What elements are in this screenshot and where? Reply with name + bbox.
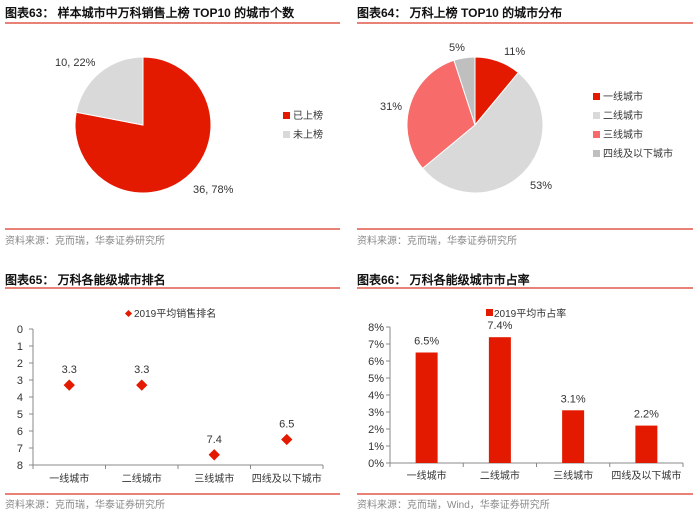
y-tick-label: 1 — [17, 341, 23, 353]
y-tick-label: 6% — [368, 356, 384, 368]
data-label: 3.1% — [561, 393, 586, 405]
legend: 2019平均销售排名 — [124, 307, 216, 320]
x-tick-label: 四线及以下城市 — [611, 469, 681, 482]
y-tick-label: 1% — [368, 441, 384, 453]
pie-chart — [406, 56, 544, 194]
scatter-plot: 0 1 2 3 4 5 6 7 8 3.3 一线城市 3.3 二线城市 7.4 三线城市 6.5 四线及以下城市 — [17, 324, 324, 485]
data-point — [208, 449, 220, 461]
pie-slice — [421, 71, 544, 194]
data-label: 7.4% — [487, 320, 512, 332]
y-tick-label: 3 — [17, 375, 23, 387]
data-label: 3.3 — [62, 364, 77, 376]
data-point — [136, 379, 148, 391]
y-tick-label: 7 — [17, 443, 23, 455]
legend-swatch — [593, 93, 600, 100]
bar-chart: 0% 1% 2% 3% 4% 5% 6% 7% 8% 6.5% 一线城市 7.4% 二线城市 3.1% 三线… — [368, 320, 684, 482]
x-tick-label: 四线及以下城市 — [252, 472, 322, 485]
legend-label: 未上榜 — [293, 128, 323, 141]
y-tick-label: 8% — [368, 322, 384, 334]
slice-label: 53% — [530, 180, 552, 192]
y-tick-label: 6 — [17, 426, 23, 438]
source-note: 资料来源：克而瑞，华泰证券研究所 — [5, 234, 165, 247]
x-tick-label: 三线城市 — [194, 472, 234, 485]
data-point — [281, 433, 293, 446]
chart-title: 图表63： 样本城市中万科销售上榜 TOP10 的城市个数 — [5, 5, 295, 20]
legend-label: 三线城市 — [603, 128, 643, 141]
y-tick-label: 8 — [17, 460, 23, 472]
x-tick-label: 二线城市 — [122, 472, 162, 485]
legend-label: 2019平均市占率 — [494, 307, 566, 320]
legend-label: 2019平均销售排名 — [134, 307, 216, 320]
legend-label: 四线及以下城市 — [603, 147, 673, 160]
panel-chart-64: 图表64： 万科上榜 TOP10 的城市分布 11% 53% 31% 5% 一线… — [357, 5, 693, 247]
legend-swatch — [593, 112, 600, 119]
chart-title: 图表65： 万科各能级城市排名 — [5, 272, 166, 287]
x-tick-label: 二线城市 — [480, 469, 520, 482]
panel-chart-65: 图表65： 万科各能级城市排名 2019平均销售排名 0 1 2 3 4 5 6 7 8 3.3 一… — [5, 272, 340, 511]
chart-title: 图表66： 万科各能级城市市占率 — [357, 272, 530, 287]
bar — [488, 337, 511, 463]
legend-label: 二线城市 — [603, 109, 643, 122]
y-tick-label: 0 — [17, 324, 23, 336]
slice-label: 10, 22% — [55, 57, 96, 69]
chart-title: 图表64： 万科上榜 TOP10 的城市分布 — [357, 5, 562, 20]
y-tick-label: 2 — [17, 358, 23, 370]
legend: 2019平均市占率 — [486, 307, 566, 320]
bar — [635, 425, 658, 463]
data-label: 6.5% — [414, 336, 439, 348]
y-tick-label: 4% — [368, 390, 384, 402]
bar — [562, 410, 585, 463]
slice-label: 36, 78% — [193, 184, 234, 196]
pie-slice — [75, 56, 144, 126]
y-tick-label: 4 — [17, 392, 23, 404]
pie-chart — [74, 56, 212, 194]
y-tick-label: 2% — [368, 424, 384, 436]
y-tick-label: 5 — [17, 409, 23, 421]
data-label: 2.2% — [634, 409, 659, 421]
x-tick-label: 一线城市 — [407, 469, 447, 482]
y-tick-label: 0% — [368, 458, 384, 470]
legend-label: 一线城市 — [603, 90, 643, 103]
legend-swatch — [283, 131, 290, 138]
legend-marker — [486, 309, 493, 316]
panel-chart-66: 图表66： 万科各能级城市市占率 2019平均市占率 0% 1% 2% 3% 4% 5% 6… — [357, 272, 693, 511]
x-tick-label: 一线城市 — [49, 472, 89, 485]
data-label: 6.5 — [279, 419, 294, 431]
y-tick-label: 3% — [368, 407, 384, 419]
data-label: 7.4 — [207, 434, 222, 446]
panel-chart-63: 图表63： 样本城市中万科销售上榜 TOP10 的城市个数 10, 22% 36… — [5, 5, 340, 247]
y-tick-label: 5% — [368, 373, 384, 385]
legend-swatch — [283, 112, 290, 119]
source-note: 资料来源：克而瑞，华泰证券研究所 — [357, 234, 517, 247]
data-point — [63, 379, 75, 391]
x-tick-label: 三线城市 — [553, 469, 593, 482]
source-note: 资料来源：克而瑞，Wind，华泰证券研究所 — [357, 498, 550, 511]
slice-label: 5% — [449, 42, 465, 54]
legend-marker — [124, 309, 133, 318]
legend-label: 已上榜 — [293, 109, 323, 122]
pie-slice — [74, 56, 212, 194]
source-note: 资料来源：克而瑞，华泰证券研究所 — [5, 498, 165, 511]
y-tick-label: 7% — [368, 339, 384, 351]
legend-swatch — [593, 150, 600, 157]
pie-slice — [453, 56, 476, 126]
slice-label: 11% — [504, 46, 525, 58]
pie-slice — [406, 59, 476, 170]
bar — [415, 352, 438, 463]
slice-label: 31% — [380, 101, 402, 113]
legend-swatch — [593, 131, 600, 138]
data-label: 3.3 — [134, 364, 149, 376]
